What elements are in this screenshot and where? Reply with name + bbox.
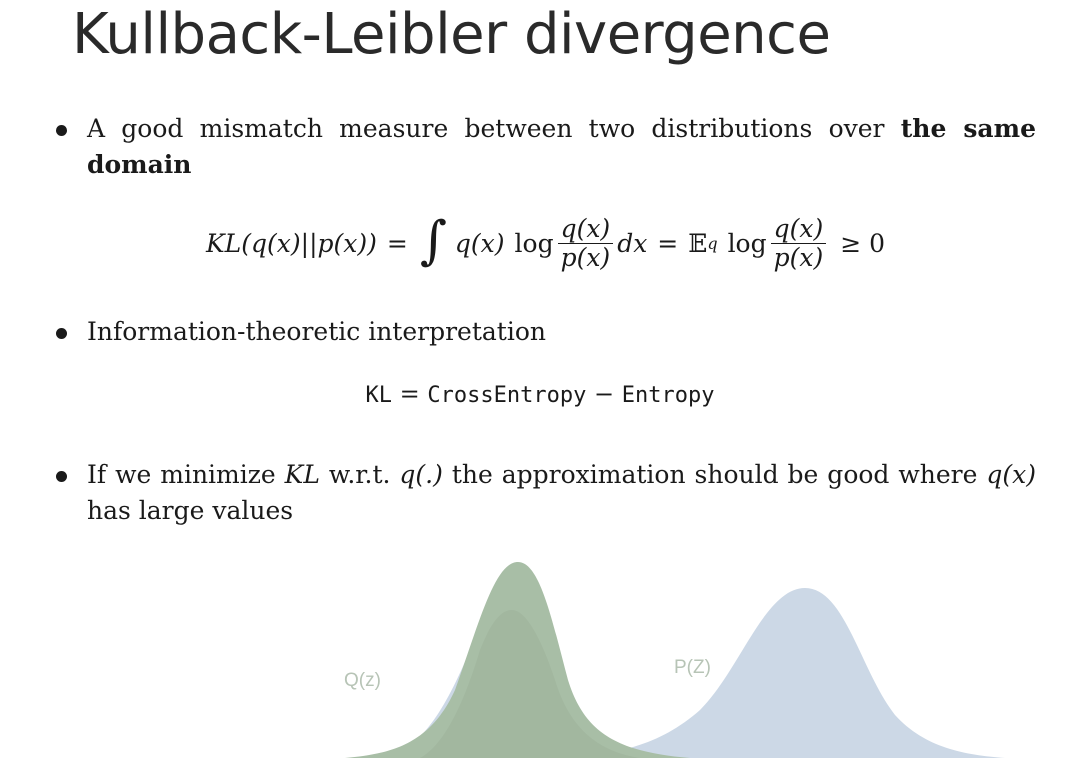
eq2-equals: = (399, 380, 420, 408)
b3-kl: KL (284, 460, 320, 489)
eq2-crossentropy: CrossEntropy (427, 383, 587, 408)
bullet-text-bold: the same domain (87, 114, 1036, 179)
eq-geq-zero: ≥ 0 (840, 228, 886, 258)
eq-equals-2: = (657, 228, 679, 258)
bullet-dot (56, 125, 67, 136)
bullet-text: If we minimize KL w.r.t. q(.) the approx… (87, 457, 1036, 529)
kl-crossentropy-equation: KL = CrossEntropy − Entropy (0, 380, 1080, 408)
q-label: Q(z) (344, 670, 381, 691)
eq-kl: KL (206, 228, 242, 258)
b3-q: q(.) (399, 460, 443, 489)
b3-text-2: w.r.t. (319, 460, 400, 489)
eq-log-1: log (514, 228, 554, 258)
bullet-minimize-kl: If we minimize KL w.r.t. q(.) the approx… (56, 457, 1036, 529)
eq-expectation-sub: q (707, 233, 718, 253)
distributions-figure: Q(z) P(Z) (344, 562, 1005, 758)
bullet-text: Information-theoretic interpretation (87, 317, 546, 346)
eq-dx: dx (617, 228, 648, 258)
bullet-text-normal: A good mismatch measure between two dist… (87, 114, 901, 143)
bullet-dot (56, 471, 67, 482)
eq-equals-1: = (386, 228, 408, 258)
slide-title: Kullback-Leibler divergence (72, 2, 831, 67)
integral-sign: ∫ (419, 211, 447, 271)
frac2-numerator: q(x) (770, 214, 827, 244)
bullet-dot (56, 328, 67, 339)
b3-text-4: has large values (87, 496, 294, 525)
bullet-text: A good mismatch measure between two dist… (87, 111, 1036, 183)
eq-qx: q(x) (454, 228, 505, 258)
bullet-information-theoretic: Information-theoretic interpretation (56, 314, 1036, 350)
frac1-denominator: p(x) (560, 242, 611, 272)
eq-expectation: 𝔼 (688, 228, 708, 258)
eq-fraction-1: q(x) p(x) (557, 214, 614, 272)
b3-text-1: If we minimize (87, 460, 285, 489)
eq2-minus: − (594, 380, 615, 408)
frac2-denominator: p(x) (773, 242, 824, 272)
eq-kl-args: (q(x)||p(x)) (241, 228, 377, 258)
frac1-numerator: q(x) (557, 214, 614, 244)
eq-log-2: log (727, 228, 767, 258)
bullet-mismatch-measure: A good mismatch measure between two dist… (56, 111, 1036, 183)
q-inner-shading (420, 610, 640, 758)
eq2-kl: KL (365, 383, 393, 408)
eq-fraction-2: q(x) p(x) (770, 214, 827, 272)
kl-definition-equation: KL (q(x)||p(x)) = ∫ q(x) log q(x) p(x) d… (206, 203, 885, 283)
eq2-entropy: Entropy (621, 383, 715, 408)
p-distribution-curve (560, 588, 1005, 758)
b3-text-3: the approximation should be good where (442, 460, 987, 489)
p-label: P(Z) (674, 657, 711, 678)
b3-qx: q(x) (986, 460, 1036, 489)
